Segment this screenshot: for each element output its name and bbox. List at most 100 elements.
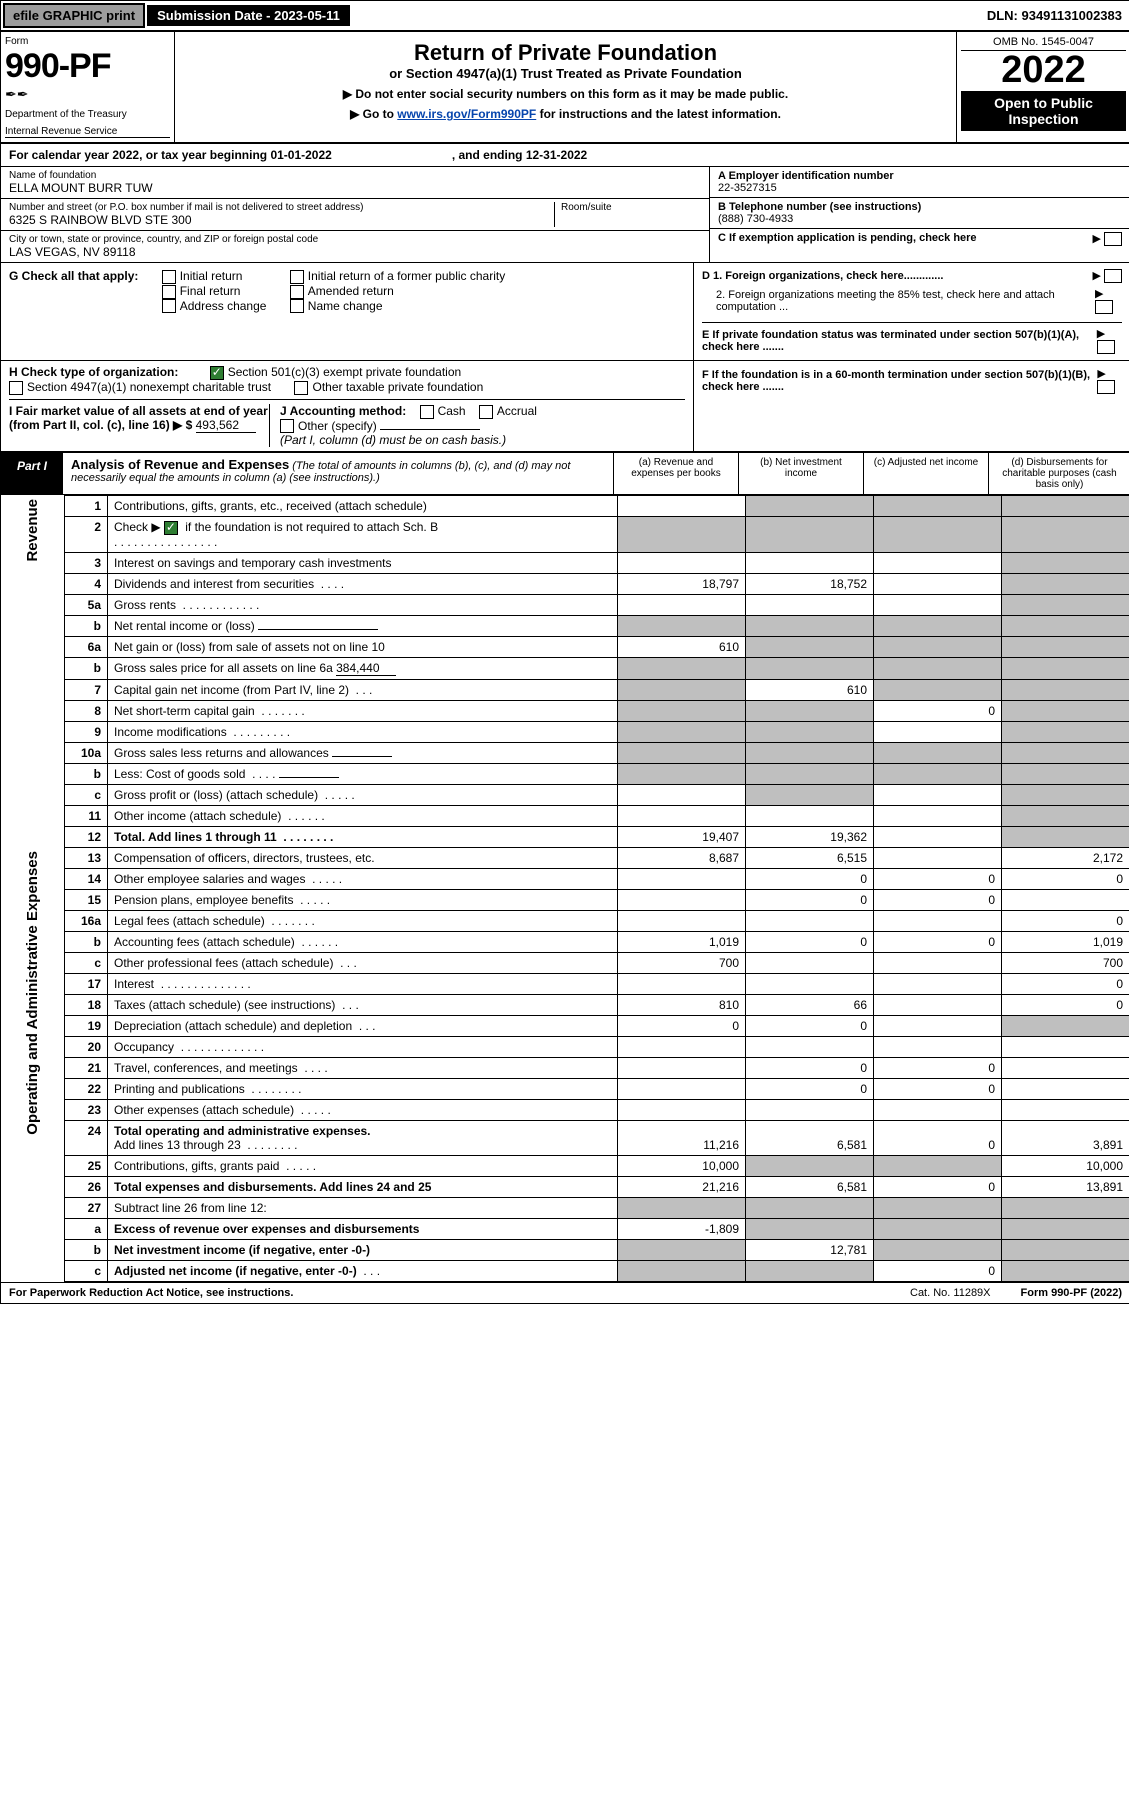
r25-d: 10,000 <box>1002 1156 1129 1177</box>
foundation-name-cell: Name of foundation ELLA MOUNT BURR TUW <box>1 167 709 199</box>
r14-desc: Other employee salaries and wages . . . … <box>108 869 618 890</box>
row-9: 9Income modifications . . . . . . . . . <box>1 722 1129 743</box>
r14-num: 14 <box>65 869 108 890</box>
r26-c: 0 <box>874 1177 1002 1198</box>
r21-desc: Travel, conferences, and meetings . . . … <box>108 1058 618 1079</box>
row-19: 19Depreciation (attach schedule) and dep… <box>1 1016 1129 1037</box>
final-return-checkbox[interactable] <box>162 285 176 299</box>
r21-b: 0 <box>746 1058 874 1079</box>
r13-a: 8,687 <box>618 848 746 869</box>
r18-desc: Taxes (attach schedule) (see instruction… <box>108 995 618 1016</box>
r16a-desc: Legal fees (attach schedule) . . . . . .… <box>108 911 618 932</box>
col-c: (c) Adjusted net income <box>864 453 989 494</box>
row-23: 23Other expenses (attach schedule) . . .… <box>1 1100 1129 1121</box>
note-ssn: ▶ Do not enter social security numbers o… <box>179 87 952 101</box>
r21-c: 0 <box>874 1058 1002 1079</box>
room-label: Room/suite <box>561 202 701 213</box>
form-subtitle: or Section 4947(a)(1) Trust Treated as P… <box>179 66 952 81</box>
r27b-desc: Net investment income (if negative, ente… <box>108 1240 618 1261</box>
r17-d: 0 <box>1002 974 1129 995</box>
amended-checkbox[interactable] <box>290 285 304 299</box>
501c3-checkbox[interactable] <box>210 366 224 380</box>
efile-print-button[interactable]: efile GRAPHIC print <box>3 3 145 28</box>
r11-desc: Other income (attach schedule) . . . . .… <box>108 806 618 827</box>
city-label: City or town, state or province, country… <box>9 234 701 245</box>
e-checkbox[interactable] <box>1097 340 1115 354</box>
r15-num: 15 <box>65 890 108 911</box>
row-1: Revenue 1 Contributions, gifts, grants, … <box>1 496 1129 517</box>
part1-header: Part I Analysis of Revenue and Expenses … <box>1 453 1129 495</box>
row-26: 26Total expenses and disbursements. Add … <box>1 1177 1129 1198</box>
r10c-desc: Gross profit or (loss) (attach schedule)… <box>108 785 618 806</box>
d2-checkbox[interactable] <box>1095 300 1113 314</box>
initial-former-checkbox[interactable] <box>290 270 304 284</box>
part1-tab: Part I <box>1 453 63 494</box>
irs-link[interactable]: www.irs.gov/Form990PF <box>397 107 536 121</box>
row-10c: cGross profit or (loss) (attach schedule… <box>1 785 1129 806</box>
f-checkbox[interactable] <box>1097 380 1115 394</box>
r24-desc: Total operating and administrative expen… <box>108 1121 618 1156</box>
r14-d: 0 <box>1002 869 1129 890</box>
r14-c: 0 <box>874 869 1002 890</box>
opt-name: Name change <box>308 299 383 313</box>
opt-former: Initial return of a former public charit… <box>308 269 505 283</box>
r17-num: 17 <box>65 974 108 995</box>
h-o3: Other taxable private foundation <box>312 380 483 394</box>
h-label: H Check type of organization: <box>9 365 178 379</box>
city: LAS VEGAS, NV 89118 <box>9 245 701 259</box>
entity-block: Name of foundation ELLA MOUNT BURR TUW N… <box>1 167 1129 263</box>
d1-checkbox[interactable] <box>1104 269 1122 283</box>
r22-desc: Printing and publications . . . . . . . … <box>108 1079 618 1100</box>
r26-b: 6,581 <box>746 1177 874 1198</box>
r16b-c: 0 <box>874 932 1002 953</box>
r11-num: 11 <box>65 806 108 827</box>
row-16c: cOther professional fees (attach schedul… <box>1 953 1129 974</box>
row-12: 12Total. Add lines 1 through 11 . . . . … <box>1 827 1129 848</box>
r6a-num: 6a <box>65 637 108 658</box>
col-d: (d) Disbursements for charitable purpose… <box>989 453 1129 494</box>
r16b-b: 0 <box>746 932 874 953</box>
other-taxable-checkbox[interactable] <box>294 381 308 395</box>
address-cell: Number and street (or P.O. box number if… <box>1 199 709 231</box>
r24-c: 0 <box>874 1121 1002 1156</box>
r16c-desc: Other professional fees (attach schedule… <box>108 953 618 974</box>
r27b-num: b <box>65 1240 108 1261</box>
r12-num: 12 <box>65 827 108 848</box>
opt-final: Final return <box>180 284 241 298</box>
row-10b: bLess: Cost of goods sold . . . . <box>1 764 1129 785</box>
r8-c: 0 <box>874 701 1002 722</box>
j-note: (Part I, column (d) must be on cash basi… <box>280 433 537 447</box>
address-change-checkbox[interactable] <box>162 299 176 313</box>
name-change-checkbox[interactable] <box>290 299 304 313</box>
schb-checkbox[interactable] <box>164 521 178 535</box>
row-16a: 16aLegal fees (attach schedule) . . . . … <box>1 911 1129 932</box>
r2-desc: Check ▶ if the foundation is not require… <box>108 517 618 553</box>
r2-d2: if the foundation is not required to att… <box>182 520 438 534</box>
phone-label: B Telephone number (see instructions) <box>718 201 1122 213</box>
r16b-d: 1,019 <box>1002 932 1129 953</box>
r19-b: 0 <box>746 1016 874 1037</box>
dln: DLN: 93491131002383 <box>987 8 1129 23</box>
cat-number: Cat. No. 11289X <box>910 1287 991 1299</box>
row-15: 15Pension plans, employee benefits . . .… <box>1 890 1129 911</box>
r23-num: 23 <box>65 1100 108 1121</box>
r26-a: 21,216 <box>618 1177 746 1198</box>
addr-label: Number and street (or P.O. box number if… <box>9 202 554 213</box>
row-24: 24Total operating and administrative exp… <box>1 1121 1129 1156</box>
cash-checkbox[interactable] <box>420 405 434 419</box>
r25-a: 10,000 <box>618 1156 746 1177</box>
row-2: 2 Check ▶ if the foundation is not requi… <box>1 517 1129 553</box>
4947-checkbox[interactable] <box>9 381 23 395</box>
r26-d: 13,891 <box>1002 1177 1129 1198</box>
page-footer: For Paperwork Reduction Act Notice, see … <box>1 1282 1129 1303</box>
initial-return-checkbox[interactable] <box>162 270 176 284</box>
r13-num: 13 <box>65 848 108 869</box>
r26-desc: Total expenses and disbursements. Add li… <box>108 1177 618 1198</box>
r16c-d: 700 <box>1002 953 1129 974</box>
r12-a: 19,407 <box>618 827 746 848</box>
accrual-checkbox[interactable] <box>479 405 493 419</box>
other-method-checkbox[interactable] <box>280 419 294 433</box>
r25-desc: Contributions, gifts, grants paid . . . … <box>108 1156 618 1177</box>
c-checkbox[interactable] <box>1104 232 1122 246</box>
entity-left: Name of foundation ELLA MOUNT BURR TUW N… <box>1 167 709 262</box>
